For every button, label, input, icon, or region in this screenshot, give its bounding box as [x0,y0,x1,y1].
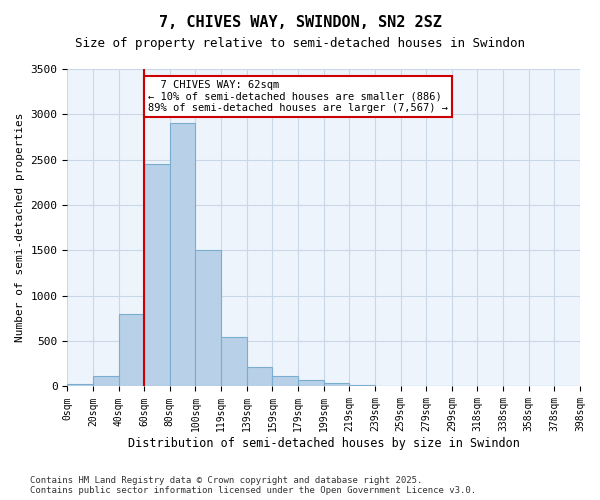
X-axis label: Distribution of semi-detached houses by size in Swindon: Distribution of semi-detached houses by … [128,437,520,450]
Text: 7, CHIVES WAY, SWINDON, SN2 2SZ: 7, CHIVES WAY, SWINDON, SN2 2SZ [158,15,442,30]
Bar [349,385,375,386]
Y-axis label: Number of semi-detached properties: Number of semi-detached properties [15,113,25,342]
Bar [67,384,93,386]
Text: Size of property relative to semi-detached houses in Swindon: Size of property relative to semi-detach… [75,38,525,51]
Bar [247,368,272,386]
Bar [298,380,323,386]
Bar [272,376,298,386]
Text: Contains HM Land Registry data © Crown copyright and database right 2025.
Contai: Contains HM Land Registry data © Crown c… [30,476,476,495]
Text: 7 CHIVES WAY: 62sqm
← 10% of semi-detached houses are smaller (886)
89% of semi-: 7 CHIVES WAY: 62sqm ← 10% of semi-detach… [148,80,448,113]
Bar [323,383,349,386]
Bar [144,164,170,386]
Bar [170,124,196,386]
Bar [196,250,221,386]
Bar [93,376,119,386]
Bar [119,314,144,386]
Bar [221,336,247,386]
